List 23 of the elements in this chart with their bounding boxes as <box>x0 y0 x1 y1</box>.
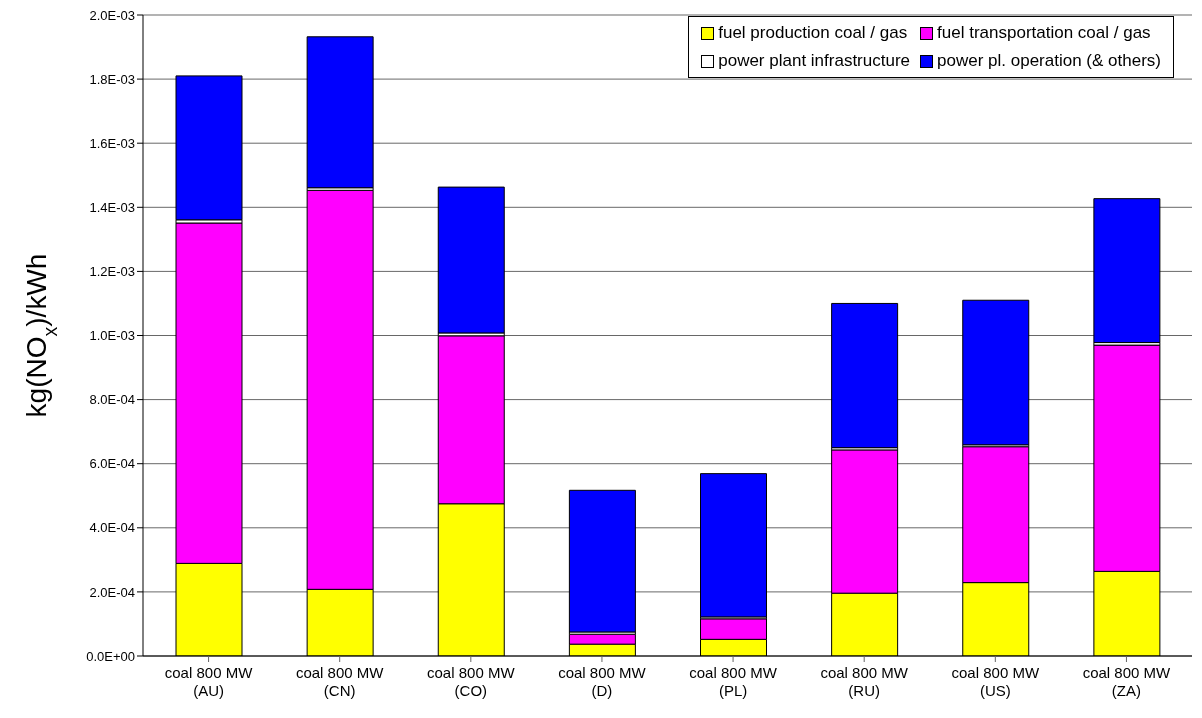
y-tick-label: 1.4E-03 <box>89 199 135 215</box>
y-tick-label: 6.0E-04 <box>89 456 135 472</box>
legend-label: power plant infrastructure <box>718 51 911 71</box>
y-tick-label: 1.0E-03 <box>89 328 135 344</box>
legend-label: power pl. operation (& others) <box>937 51 1161 71</box>
y-tick-label: 1.6E-03 <box>89 135 135 151</box>
legend-label: fuel production coal / gas <box>718 23 908 43</box>
x-tick-label: coal 800 MW (PL) <box>689 664 778 699</box>
legend-label: fuel transportation coal / gas <box>937 23 1151 43</box>
x-tick-label: coal 800 MW (CO) <box>427 664 516 699</box>
x-tick-label: coal 800 MW (CN) <box>295 664 385 699</box>
x-tick-label: coal 800 MW (RU) <box>820 664 909 699</box>
y-tick-label: 4.0E-04 <box>89 520 135 536</box>
y-tick-label: 0.0E+00 <box>86 648 135 664</box>
x-tick-label: coal 800 MW (US) <box>951 664 1040 699</box>
y-tick-label: 8.0E-04 <box>89 392 135 408</box>
x-tick-label: coal 800 MW (D) <box>558 664 647 699</box>
y-tick-label: 1.8E-03 <box>89 71 135 87</box>
x-tick-label: coal 800 MW (AU) <box>164 664 254 699</box>
x-tick-label: coal 800 MW (ZA) <box>1082 664 1172 699</box>
y-tick-label: 1.2E-03 <box>89 264 135 280</box>
y-tick-label: 2.0E-03 <box>89 7 135 23</box>
y-tick-label: 2.0E-04 <box>89 584 135 600</box>
